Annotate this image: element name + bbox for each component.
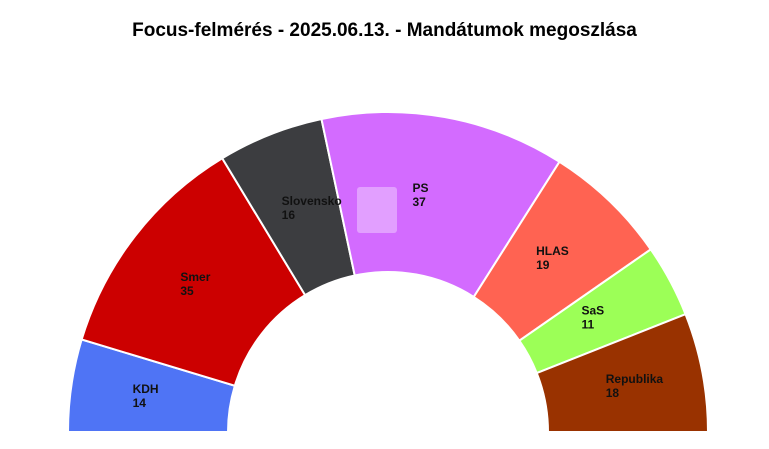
label-name: HLAS <box>536 244 569 258</box>
label-name: Slovensko <box>282 194 342 208</box>
chart-segments <box>66 111 710 433</box>
label-sas: SaS 11 <box>582 304 605 332</box>
label-value: 37 <box>413 195 427 209</box>
label-name: KDH <box>133 382 159 396</box>
label-value: 35 <box>180 284 194 298</box>
label-slovensko: Slovensko 16 <box>282 194 342 222</box>
label-value: 14 <box>133 396 147 410</box>
segment-ps[interactable] <box>320 111 561 299</box>
label-name: Republika <box>606 372 664 386</box>
label-name: PS <box>413 181 429 195</box>
segment-republika[interactable] <box>535 312 710 433</box>
label-value: 16 <box>282 208 296 222</box>
label-kdh: KDH 14 <box>133 382 159 410</box>
label-value: 18 <box>606 386 620 400</box>
chart-tooltip: Smer 35 <box>357 187 397 233</box>
label-ps: PS 37 <box>413 181 429 209</box>
tooltip-label: Smer <box>363 195 388 206</box>
label-republika: Republika 18 <box>606 372 664 400</box>
tooltip-swatch <box>362 214 375 227</box>
label-value: 11 <box>582 318 595 332</box>
tooltip-value: 35 <box>378 217 390 228</box>
label-name: SaS <box>582 304 605 318</box>
chart-title: Focus-felmérés - 2025.06.13. - Mandátumo… <box>132 20 637 41</box>
label-value: 19 <box>536 258 550 272</box>
tooltip-box <box>357 187 397 233</box>
label-hlas: HLAS 19 <box>536 244 569 272</box>
label-name: Smer <box>180 270 210 284</box>
label-smer: Smer 35 <box>180 270 210 298</box>
